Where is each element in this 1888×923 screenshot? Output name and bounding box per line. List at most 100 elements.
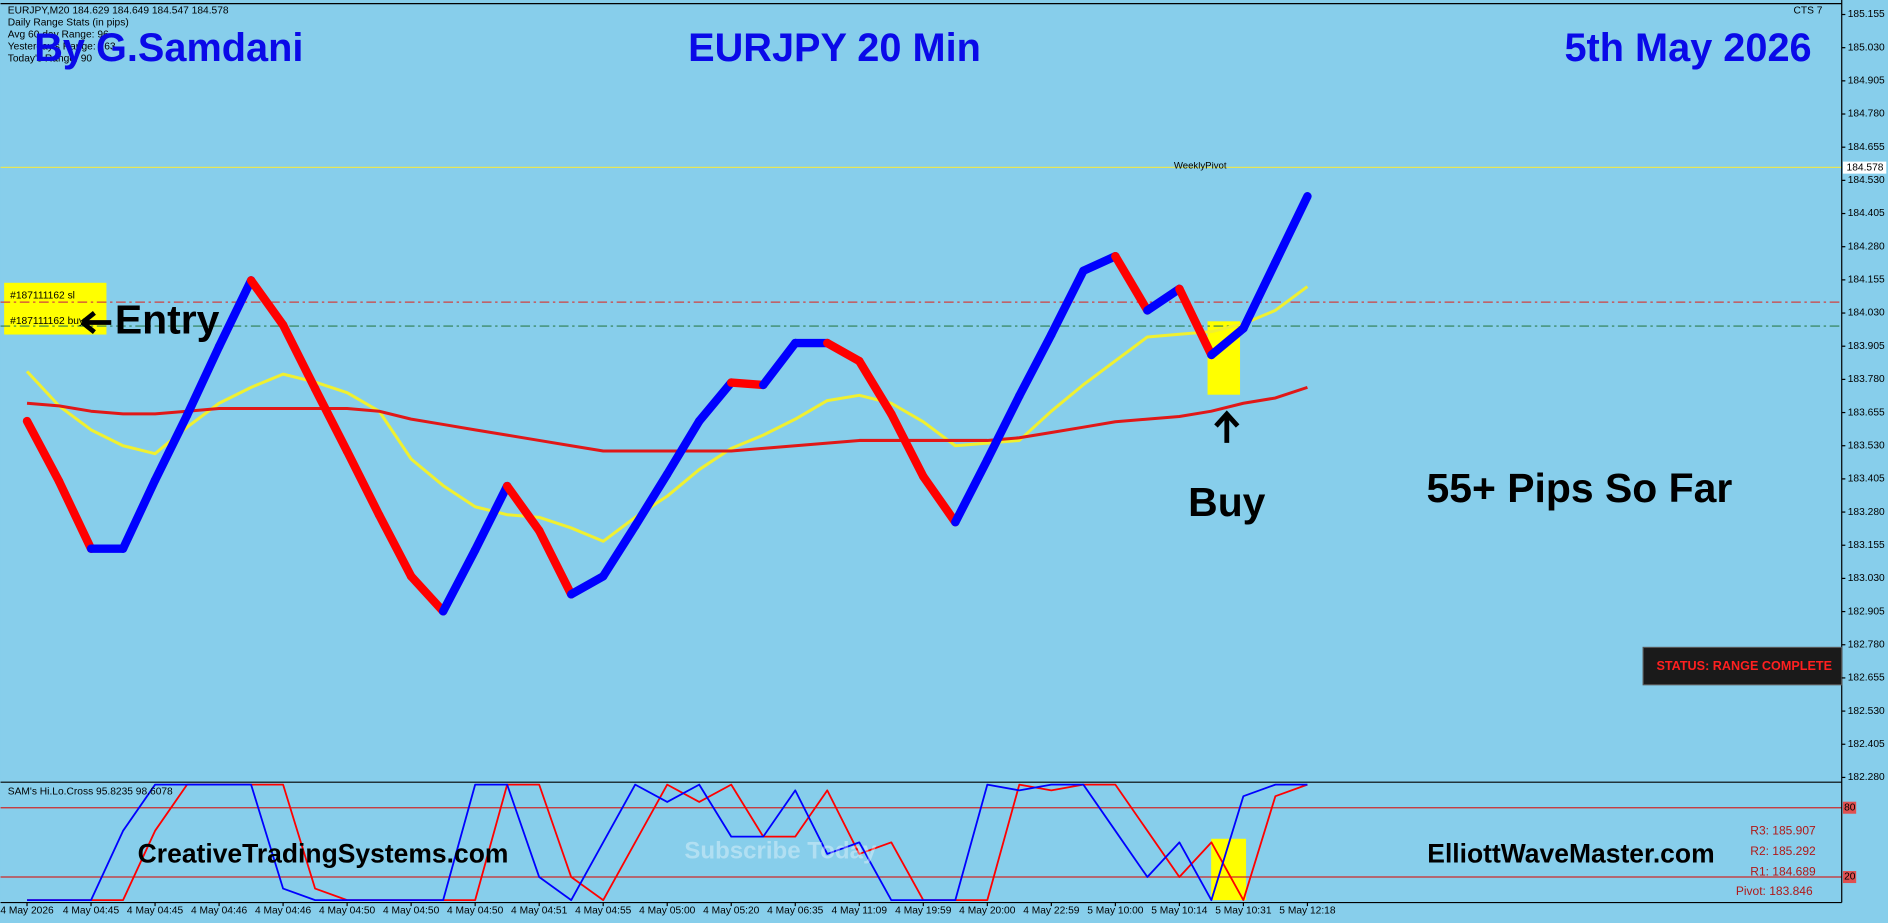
price-segment xyxy=(534,526,576,599)
y-tick-label: 184.155 xyxy=(1848,275,1885,286)
y-tick-label: 185.155 xyxy=(1848,9,1885,20)
y-tick-label: 80 xyxy=(1844,802,1856,813)
x-tick-label: 4 May 04:50 xyxy=(383,906,440,917)
price-segment xyxy=(855,356,896,419)
x-tick-label: 4 May 11:09 xyxy=(832,906,888,917)
y-tick-label: 182.405 xyxy=(1848,739,1885,750)
price-segment xyxy=(1271,192,1312,267)
last-price-label: 184.578 xyxy=(1847,162,1884,173)
price-segment xyxy=(278,320,320,393)
y-tick-label: 182.780 xyxy=(1848,639,1885,650)
y-tick-label: 182.655 xyxy=(1848,673,1885,684)
price-segment xyxy=(1111,252,1152,315)
status-box xyxy=(1642,646,1843,686)
price-segment xyxy=(22,416,64,486)
price-segment xyxy=(695,378,736,426)
level-tag xyxy=(1842,871,1857,884)
reference-label: WeeklyPivot xyxy=(1174,161,1227,172)
price-segment xyxy=(1143,284,1184,315)
price-segment xyxy=(342,447,384,520)
author: By G.Samdani xyxy=(34,26,303,70)
price-segment xyxy=(727,378,768,390)
x-tick-label: 4 May 04:50 xyxy=(447,906,504,917)
y-tick-label: 20 xyxy=(1844,872,1856,883)
y-tick-label: 182.905 xyxy=(1848,606,1885,617)
price-segment xyxy=(1015,330,1056,401)
price-segment xyxy=(1047,266,1088,339)
y-tick-label: 184.530 xyxy=(1848,175,1885,186)
price-segment xyxy=(1175,284,1216,360)
stats-line: Avg 60 day Range: 96 xyxy=(8,30,109,41)
series-line xyxy=(26,385,1308,453)
stats-line: Today's Range: 90 xyxy=(8,54,93,65)
x-tick-label: 5 May 10:31 xyxy=(1215,906,1272,917)
entry-label: Entry xyxy=(115,296,220,342)
stats-line: Yesterday's Range: 163 xyxy=(8,42,116,53)
x-tick-label: 5 May 12:18 xyxy=(1279,906,1336,917)
price-segment xyxy=(887,409,928,481)
y-tick-label: 184.030 xyxy=(1848,308,1885,319)
y-tick-label: 184.655 xyxy=(1848,142,1885,153)
symbol-info: EURJPY,M20 184.629 184.649 184.547 184.5… xyxy=(8,6,229,17)
pivot-label: R1: 184.689 xyxy=(1750,865,1816,879)
y-tick-label: 183.655 xyxy=(1848,407,1885,418)
last-price-box xyxy=(1842,161,1887,174)
x-tick-label: 4 May 05:20 xyxy=(703,906,760,917)
y-tick-label: 183.155 xyxy=(1848,540,1885,551)
x-tick-label: 4 May 20:00 xyxy=(959,906,1016,917)
x-tick-label: 4 May 04:46 xyxy=(255,906,312,917)
x-tick-label: 5 May 10:00 xyxy=(1087,906,1144,917)
pivot-label: R3: 185.907 xyxy=(1750,824,1816,838)
y-tick-label: 184.405 xyxy=(1848,208,1885,219)
series-line xyxy=(27,783,1308,902)
pivot-label: Pivot: 183.846 xyxy=(1736,884,1813,898)
price-segment xyxy=(54,477,96,553)
x-tick-label: 4 May 04:46 xyxy=(191,906,248,917)
series-line xyxy=(25,285,1309,543)
y-tick-label: 183.405 xyxy=(1848,474,1885,485)
pivot-label: R2: 185.292 xyxy=(1750,844,1816,858)
buy-arrow xyxy=(1214,410,1240,443)
price-segment xyxy=(823,338,864,366)
price-segment xyxy=(406,572,448,616)
y-tick-label: 183.905 xyxy=(1848,341,1885,352)
y-tick-label: 182.280 xyxy=(1848,772,1885,783)
y-tick-label: 182.530 xyxy=(1848,706,1885,717)
x-tick-label: 4 May 04:51 xyxy=(511,906,568,917)
level-tag xyxy=(1842,801,1857,814)
price-segment xyxy=(1239,258,1280,333)
price-segment xyxy=(438,545,480,616)
price-segment xyxy=(214,276,256,351)
stats-title: Daily Range Stats (in pips) xyxy=(8,18,129,29)
y-tick-label: 184.780 xyxy=(1848,109,1885,120)
y-tick-label: 184.280 xyxy=(1848,241,1885,252)
y-tick-label: 185.030 xyxy=(1848,42,1885,53)
price-segment xyxy=(566,572,608,599)
x-tick-label: 4 May 05:00 xyxy=(639,906,696,917)
price-segment xyxy=(374,510,416,581)
price-segment xyxy=(663,416,704,479)
x-tick-label: 4 May 04:55 xyxy=(575,906,632,917)
date: 5th May 2026 xyxy=(1564,26,1811,70)
entry-arrow xyxy=(80,311,112,335)
y-tick-label: 183.530 xyxy=(1848,440,1885,451)
price-segment xyxy=(983,391,1024,464)
result-label: 55+ Pips So Far xyxy=(1426,465,1732,511)
status-label: STATUS: RANGE COMPLETE xyxy=(1656,659,1832,673)
price-segment xyxy=(1079,252,1120,276)
price-segment xyxy=(630,469,672,531)
price-segment xyxy=(502,481,544,535)
buy-label: Buy xyxy=(1188,479,1266,525)
x-tick-label: 4 May 04:45 xyxy=(127,906,184,917)
price-segment xyxy=(150,410,192,485)
y-tick-label: 183.780 xyxy=(1848,374,1885,385)
corner-label: CTS 7 xyxy=(1794,6,1823,17)
x-tick-label: 4 May 04:45 xyxy=(63,906,120,917)
plot: WeeklyPivot xyxy=(0,161,1842,902)
price-segment xyxy=(919,472,960,527)
order-label: #187111162 buy xyxy=(10,316,85,327)
site-right: ElliottWaveMaster.com xyxy=(1427,839,1714,869)
